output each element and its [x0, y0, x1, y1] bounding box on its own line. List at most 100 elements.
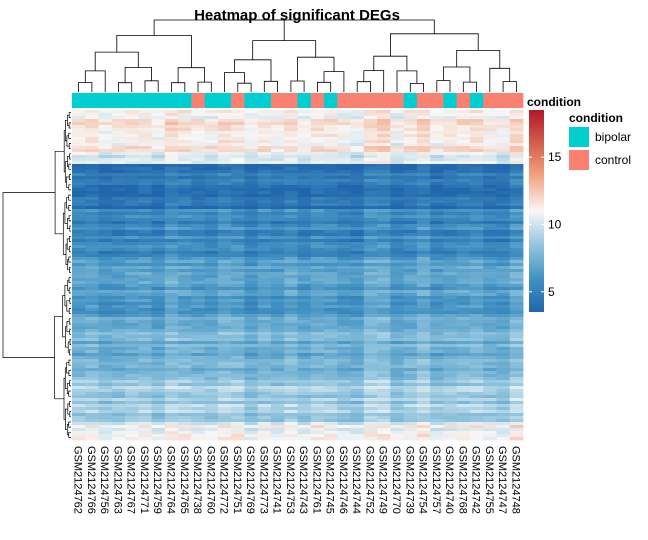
heatmap-cell — [164, 194, 179, 198]
heatmap-cell — [416, 353, 431, 357]
heatmap-cell — [231, 128, 245, 132]
heatmap-cell — [284, 311, 298, 315]
heatmap-cell — [403, 263, 418, 267]
heatmap-cell — [72, 191, 86, 195]
heatmap-cell — [164, 200, 179, 204]
heatmap-cell — [138, 185, 152, 189]
heatmap-cell — [231, 329, 245, 333]
heatmap-cell — [164, 224, 179, 228]
heatmap-cell — [350, 362, 365, 366]
heatmap-cell — [443, 392, 458, 396]
heatmap-cell — [297, 344, 312, 348]
column-label: GSM2124753 — [284, 446, 296, 514]
heatmap-cell — [138, 158, 152, 162]
heatmap-cell — [456, 233, 471, 237]
heatmap-cell — [125, 248, 139, 252]
dendrogram-branch — [68, 421, 71, 428]
heatmap-cell — [496, 167, 511, 171]
heatmap-cell — [496, 239, 511, 243]
heatmap-cell — [509, 377, 524, 381]
heatmap-cell — [350, 230, 365, 234]
heatmap-cell — [151, 215, 166, 219]
heatmap-cell — [456, 281, 471, 285]
heatmap-cell — [443, 383, 458, 387]
heatmap-cell — [151, 401, 166, 405]
heatmap-cell — [151, 122, 166, 126]
heatmap-cell — [377, 356, 391, 360]
heatmap-cell — [244, 416, 259, 420]
heatmap-cell — [257, 224, 272, 228]
heatmap-cell — [509, 332, 524, 336]
heatmap-cell — [456, 362, 471, 366]
heatmap-cell — [456, 146, 471, 150]
heatmap-cell — [284, 365, 298, 369]
heatmap-cell — [390, 308, 405, 312]
heatmap-cell — [377, 254, 391, 258]
heatmap-cell — [350, 131, 365, 135]
heatmap-cell — [310, 386, 325, 390]
dendrogram-branch — [409, 83, 424, 92]
dendrogram-branch — [68, 431, 71, 438]
heatmap-cell — [337, 170, 351, 174]
heatmap-cell — [244, 434, 259, 438]
heatmap-cell — [72, 329, 86, 333]
heatmap-cell — [350, 236, 365, 240]
heatmap-cell — [390, 368, 405, 372]
heatmap-cell — [324, 299, 338, 303]
heatmap-cell — [217, 437, 232, 441]
heatmap-cell — [456, 158, 471, 162]
heatmap-cell — [284, 320, 298, 324]
heatmap-cell — [469, 404, 484, 408]
heatmap-cell — [204, 425, 219, 429]
heatmap-cell — [111, 335, 126, 339]
heatmap-cell — [85, 206, 99, 210]
heatmap-cell — [191, 266, 206, 270]
heatmap-cell — [310, 287, 325, 291]
heatmap-cell — [496, 305, 511, 309]
colorbar-tick-label: 15 — [548, 150, 562, 164]
heatmap-cell — [125, 365, 139, 369]
heatmap-cell — [98, 233, 113, 237]
heatmap-cell — [244, 347, 259, 351]
heatmap-cell — [324, 275, 338, 279]
heatmap-cell — [270, 125, 285, 129]
heatmap-cell — [72, 218, 86, 222]
heatmap-cell — [496, 272, 511, 276]
heatmap-cell — [390, 251, 405, 255]
heatmap-cell — [164, 233, 179, 237]
heatmap-cell — [350, 134, 365, 138]
heatmap-cell — [270, 377, 285, 381]
heatmap-cell — [191, 146, 206, 150]
heatmap-cell — [151, 125, 166, 129]
heatmap-cell — [111, 326, 126, 330]
heatmap-cell — [284, 419, 298, 423]
heatmap-cell — [324, 353, 338, 357]
heatmap-cell — [125, 221, 139, 225]
heatmap-cell — [204, 149, 219, 153]
heatmap-cell — [390, 431, 405, 435]
heatmap-cell — [164, 236, 179, 240]
heatmap-cell — [151, 338, 166, 342]
heatmap-cell — [191, 224, 206, 228]
heatmap-cell — [164, 341, 179, 345]
heatmap-cell — [350, 116, 365, 120]
heatmap-cell — [310, 179, 325, 183]
heatmap-cell — [231, 290, 245, 294]
heatmap-cell — [324, 191, 338, 195]
heatmap-cell — [72, 368, 86, 372]
heatmap-cell — [257, 398, 272, 402]
heatmap-cell — [98, 194, 113, 198]
heatmap-cell — [138, 293, 152, 297]
heatmap-cell — [98, 257, 113, 261]
heatmap-cell — [297, 266, 312, 270]
heatmap-cell — [430, 266, 444, 270]
heatmap-cell — [284, 197, 298, 201]
heatmap-cell — [257, 416, 272, 420]
heatmap-cell — [244, 380, 259, 384]
heatmap-cell — [403, 320, 418, 324]
heatmap-cell — [363, 137, 378, 141]
heatmap-cell — [456, 179, 471, 183]
heatmap-cell — [456, 302, 471, 306]
heatmap-cell — [125, 170, 139, 174]
heatmap-cell — [310, 395, 325, 399]
